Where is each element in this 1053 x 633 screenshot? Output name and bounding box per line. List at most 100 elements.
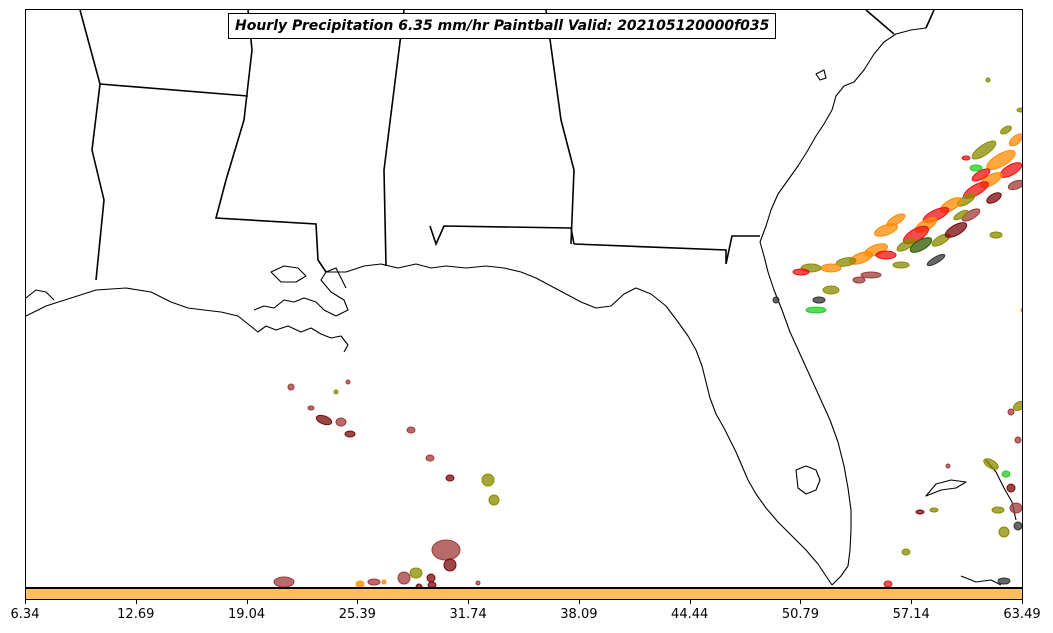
precip-paintball xyxy=(909,237,933,253)
precip-paintball xyxy=(901,548,911,556)
precip-paintball xyxy=(1001,470,1011,478)
coastlines xyxy=(26,27,1017,586)
precip-paintball xyxy=(415,583,423,587)
precip-paintball xyxy=(1006,483,1016,493)
precip-paintball xyxy=(986,149,1016,171)
colorbar-tick-mark xyxy=(1022,600,1023,604)
precip-paintball xyxy=(345,379,351,385)
colorbar-tick-mark xyxy=(357,600,359,604)
colorbar-tick-label: 12.69 xyxy=(117,607,155,622)
border-tn xyxy=(865,10,895,35)
lake-marion xyxy=(815,69,827,81)
colorbar-tick-mark xyxy=(246,600,248,604)
precip-paintball xyxy=(792,268,810,276)
precip-paintball xyxy=(1007,179,1022,191)
precip-paintball xyxy=(945,463,951,469)
colorbar-tick-label: 31.74 xyxy=(449,607,487,622)
colorbar-tick-mark xyxy=(578,600,580,604)
precip-paintball xyxy=(1013,521,1022,531)
precip-paintball xyxy=(875,250,897,260)
precip-paintball xyxy=(822,285,840,295)
precip-paintball xyxy=(805,306,827,314)
precip-paintball xyxy=(835,257,857,267)
precip-paintball xyxy=(443,558,457,572)
precip-paintball xyxy=(397,571,411,585)
precip-paintball xyxy=(1020,307,1022,313)
precipitation-blobs xyxy=(273,77,1022,587)
border-nc-sc xyxy=(925,10,935,29)
map-frame xyxy=(25,9,1023,588)
precip-paintball xyxy=(953,209,969,221)
precip-paintball xyxy=(991,506,1005,514)
lake-okeechobee xyxy=(795,465,821,495)
louisiana-delta xyxy=(253,267,349,317)
precip-paintball xyxy=(315,414,333,426)
border-ms-al xyxy=(383,10,405,267)
precip-paintball xyxy=(969,164,983,172)
border-fl-ga xyxy=(573,235,760,265)
precip-paintball xyxy=(445,474,455,482)
cuba-fragment xyxy=(960,575,1002,586)
precip-paintball xyxy=(1000,125,1012,135)
precip-paintball xyxy=(772,296,780,304)
colorbar-tick-mark xyxy=(135,600,137,604)
precip-paintball xyxy=(883,580,893,587)
precip-paintball xyxy=(1012,400,1022,412)
colorbar-tick-mark xyxy=(468,600,470,604)
precip-paintball xyxy=(812,296,826,304)
border-fl-al xyxy=(429,225,575,247)
state-borders xyxy=(79,10,935,281)
precip-paintball xyxy=(944,222,968,238)
colorbar xyxy=(25,588,1023,600)
precip-paintball xyxy=(892,261,910,269)
atlantic-coast xyxy=(759,27,927,243)
precip-paintball xyxy=(989,231,1003,239)
precip-paintball xyxy=(852,276,866,284)
precip-paintball xyxy=(1009,502,1022,514)
precip-paintball xyxy=(381,579,387,585)
precip-paintball xyxy=(971,140,997,160)
colorbar-tick-label: 44.44 xyxy=(671,607,709,622)
precip-paintball xyxy=(896,238,916,252)
border-al-ga xyxy=(545,10,575,245)
precip-paintball xyxy=(287,383,295,391)
precip-paintball xyxy=(431,539,461,561)
florida-east-coast xyxy=(759,241,852,586)
precip-paintball xyxy=(971,168,991,182)
border-la-ms xyxy=(214,10,327,273)
texas-bay xyxy=(26,289,55,301)
precipitation-map xyxy=(26,10,1022,587)
colorbar-tick-label: 50.79 xyxy=(781,607,820,622)
precip-paintball xyxy=(860,271,882,279)
precip-paintball xyxy=(406,426,416,434)
colorbar-tick-mark xyxy=(25,600,26,604)
colorbar-tick-mark xyxy=(911,600,913,604)
map-title: Hourly Precipitation 6.35 mm/hr Paintbal… xyxy=(228,13,777,39)
precip-paintball xyxy=(915,509,925,515)
colorbar-tick-label: 6.34 xyxy=(10,607,40,622)
precip-paintball xyxy=(355,580,365,587)
precip-paintball xyxy=(1016,107,1022,113)
precip-paintball xyxy=(997,577,1011,585)
border-tx-la xyxy=(79,10,105,281)
precip-paintball xyxy=(820,263,842,273)
precip-paintball xyxy=(409,567,423,579)
precip-paintball xyxy=(961,155,971,161)
colorbar-tick-mark xyxy=(689,600,691,604)
precip-paintball xyxy=(983,458,999,470)
precip-paintball xyxy=(273,576,295,587)
precip-paintball xyxy=(926,253,946,267)
colorbar-tick-label: 19.04 xyxy=(227,607,266,622)
precip-paintball xyxy=(1007,408,1015,416)
gulf-coast-central xyxy=(326,263,833,586)
gulf-coast-west xyxy=(26,287,349,353)
precip-paintball xyxy=(307,405,315,411)
precip-paintball xyxy=(488,494,500,506)
precip-paintball xyxy=(427,581,437,587)
colorbar-tick-mark xyxy=(800,600,802,604)
lake-pontchartrain xyxy=(270,265,307,283)
bahamas-island xyxy=(925,479,967,497)
precip-paintball xyxy=(998,526,1010,538)
colorbar-tick-label: 63.49 xyxy=(1003,607,1041,622)
precip-paintball xyxy=(1014,436,1022,444)
